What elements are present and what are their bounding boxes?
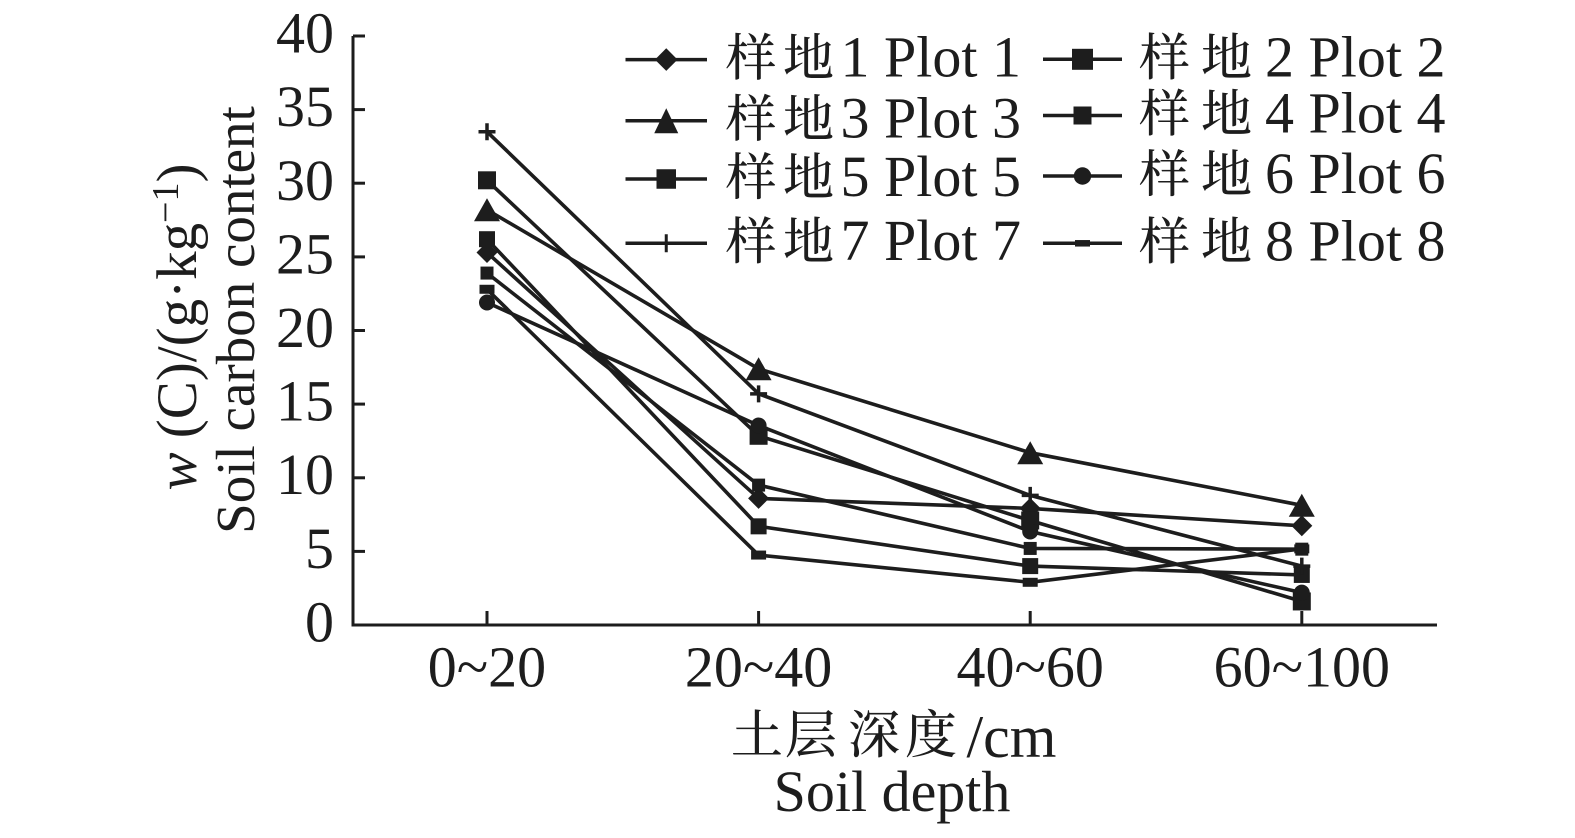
svg-text:60~100: 60~100 [1214,635,1390,700]
svg-text:2 Plot 2: 2 Plot 2 [1265,24,1446,89]
svg-text:4 Plot 4: 4 Plot 4 [1265,81,1446,146]
svg-text:/cm: /cm [967,704,1057,770]
svg-text:0: 0 [305,590,334,655]
svg-text:0~20: 0~20 [428,635,546,700]
svg-text:40~60: 40~60 [957,635,1104,700]
svg-text:Soil depth: Soil depth [774,759,1011,824]
svg-text:5: 5 [305,516,334,581]
svg-text:40: 40 [276,1,334,66]
svg-text:5 Plot 5: 5 Plot 5 [841,144,1022,209]
svg-text:6 Plot 6: 6 Plot 6 [1265,141,1446,206]
svg-text:30: 30 [276,148,334,213]
svg-text:Soil carbon content: Soil carbon content [205,106,266,534]
svg-text:3 Plot 3: 3 Plot 3 [841,86,1022,151]
svg-text:10: 10 [276,442,334,507]
svg-text:15: 15 [276,369,334,434]
svg-text:35: 35 [276,74,334,139]
svg-text:25: 25 [276,221,334,286]
svg-text:1 Plot 1: 1 Plot 1 [841,25,1022,90]
svg-text:8 Plot 8: 8 Plot 8 [1265,208,1446,273]
svg-text:20~40: 20~40 [685,635,832,700]
svg-text:20: 20 [276,295,334,360]
svg-text:7 Plot 7: 7 Plot 7 [841,208,1022,273]
